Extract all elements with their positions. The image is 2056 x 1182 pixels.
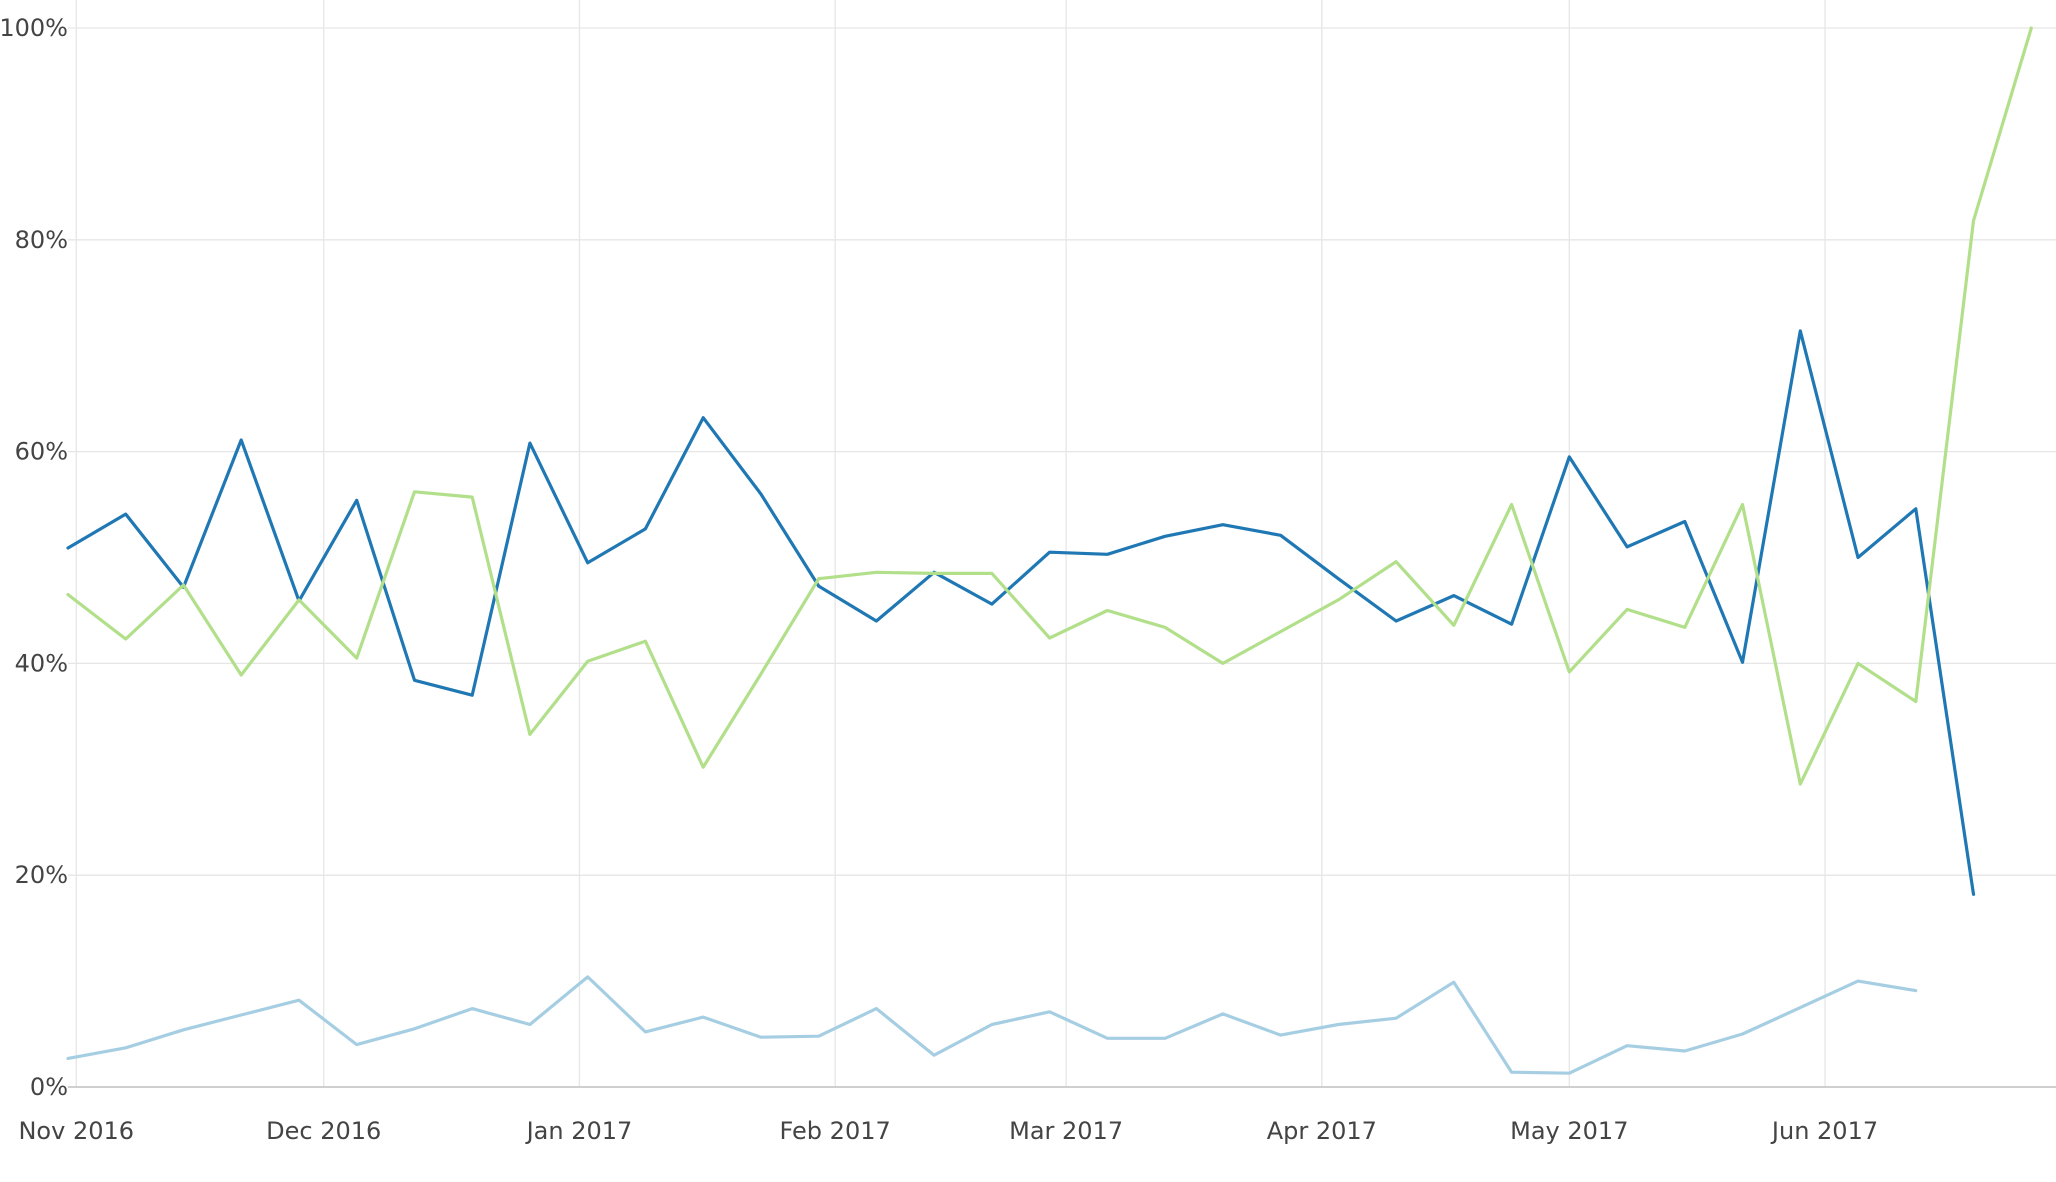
y-tick-label: 100% [0,14,68,42]
y-tick-label: 80% [15,226,68,254]
tick-labels: 0% 20% 40% 60% 80% 100% Nov 2016 Dec 2016 Jan 20… [0,14,1878,1145]
x-tick-label: Feb 2017 [780,1117,891,1145]
series-lines [66,26,2033,1075]
x-tick-label: May 2017 [1510,1117,1628,1145]
series-line-2 [66,26,2033,786]
y-tick-label: 60% [15,438,68,466]
x-tick-label: Jun 2017 [1770,1117,1878,1145]
series-line-3 [66,975,1918,1075]
y-tick-label: 0% [30,1073,68,1101]
x-tick-label: Nov 2016 [18,1117,134,1145]
y-tick-label: 40% [15,649,68,677]
y-tick-label: 20% [15,861,68,889]
x-tick-label: Jan 2017 [525,1117,633,1145]
x-tick-label: Dec 2016 [266,1117,381,1145]
series-line-1 [66,329,1976,896]
x-tick-label: Mar 2017 [1009,1117,1123,1145]
x-tick-label: Apr 2017 [1267,1117,1377,1145]
grid [68,0,2056,1087]
